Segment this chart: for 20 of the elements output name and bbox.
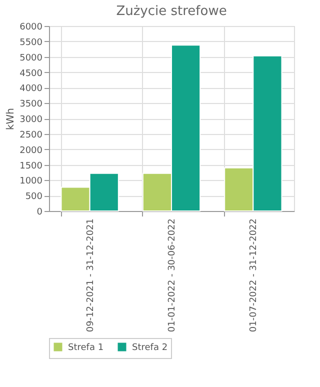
- legend-label: Strefa 2: [132, 343, 168, 353]
- legend-label: Strefa 1: [68, 343, 104, 353]
- x-tick-label: 09-12-2021 - 31-12-2021: [86, 218, 96, 332]
- y-tick-label: 1500: [20, 161, 43, 172]
- x-tick-label: 01-01-2022 - 30-06-2022: [168, 218, 178, 332]
- y-tick-label: 3500: [20, 100, 43, 110]
- chart-title: Zużycie strefowe: [116, 4, 227, 19]
- y-tick-label: 1000: [20, 176, 43, 187]
- y-tick-label: 2000: [20, 146, 43, 156]
- y-tick-label: 3000: [20, 115, 43, 125]
- y-tick-label: 5000: [20, 53, 43, 64]
- y-tick-label: 4500: [20, 68, 43, 79]
- y-tick-label: 4000: [20, 84, 43, 94]
- y-tick-label: 500: [25, 192, 43, 202]
- y-tick-label: 0: [36, 208, 43, 218]
- x-tick-label: 01-07-2022 - 31-12-2022: [249, 218, 260, 332]
- y-tick-label: 5500: [20, 38, 43, 48]
- y-tick-label: 6000: [20, 22, 43, 32]
- y-tick-label: 2500: [20, 130, 43, 140]
- y-axis-title: kWh: [6, 108, 17, 130]
